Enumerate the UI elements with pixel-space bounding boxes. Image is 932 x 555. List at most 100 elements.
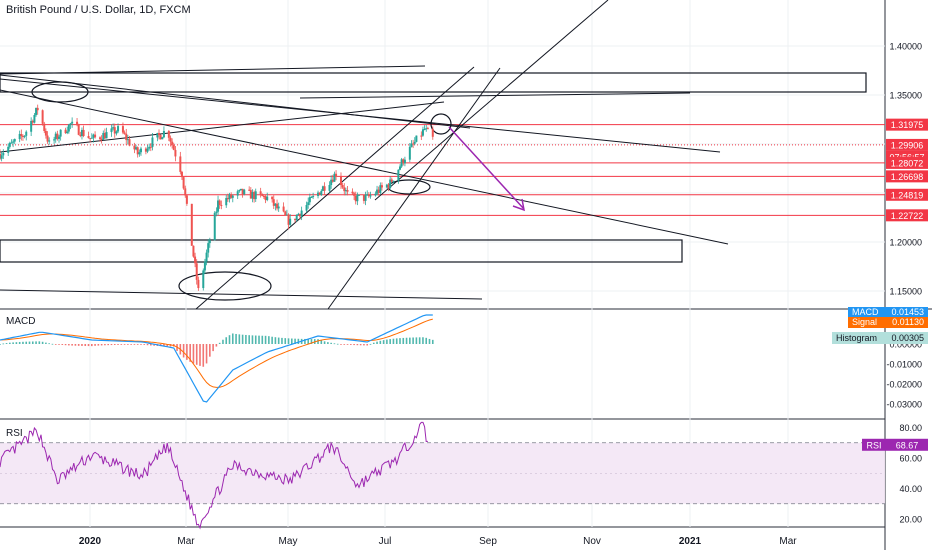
trend-line[interactable] bbox=[299, 92, 691, 99]
time-axis-label: Nov bbox=[583, 536, 601, 547]
time-axis-label: Jul bbox=[379, 536, 392, 547]
candle-up bbox=[308, 197, 311, 203]
candle-up bbox=[297, 213, 300, 215]
price-axis-label: 1.35000 bbox=[889, 91, 922, 101]
macd-badge bbox=[848, 307, 928, 318]
candle-up bbox=[53, 139, 56, 141]
macd-histogram-bar bbox=[54, 344, 57, 345]
candle-up bbox=[274, 203, 277, 206]
trend-line[interactable] bbox=[327, 67, 501, 310]
trend-line[interactable] bbox=[0, 101, 445, 153]
macd-histogram-bar bbox=[359, 344, 362, 346]
macd-histogram-bar bbox=[245, 334, 247, 344]
candle-down bbox=[125, 133, 128, 141]
time-axis-label: 2021 bbox=[679, 536, 702, 547]
macd-histogram-bar bbox=[415, 337, 418, 344]
trend-line[interactable] bbox=[0, 289, 483, 300]
candle-down bbox=[299, 213, 301, 217]
price-axis-label: 1.20000 bbox=[889, 238, 922, 248]
candle-down bbox=[182, 177, 185, 189]
candle-down bbox=[230, 194, 233, 198]
macd-histogram-bar bbox=[22, 341, 24, 344]
macd-histogram-bar bbox=[130, 344, 132, 345]
candle-up bbox=[285, 214, 288, 216]
signal-badge bbox=[848, 317, 928, 328]
candle-up bbox=[254, 191, 257, 200]
macd-line bbox=[0, 314, 433, 403]
macd-histogram-bar bbox=[372, 342, 375, 344]
candle-up bbox=[33, 115, 36, 123]
circle-marker[interactable] bbox=[430, 113, 452, 135]
candle-up bbox=[66, 131, 69, 134]
ellipse-marker[interactable] bbox=[31, 81, 89, 103]
macd-histogram-bar bbox=[366, 344, 369, 346]
candle-up bbox=[110, 128, 113, 133]
macd-histogram-bar bbox=[163, 344, 165, 347]
candle-up bbox=[425, 128, 428, 130]
macd-axis-label: -0.01000 bbox=[886, 360, 922, 370]
macd-histogram-bar bbox=[218, 342, 221, 344]
resistance-zone[interactable] bbox=[0, 72, 867, 93]
candle-down bbox=[294, 218, 297, 221]
candle-down bbox=[144, 148, 147, 152]
macd-histogram-bar bbox=[189, 344, 191, 362]
projection-arrow[interactable] bbox=[448, 126, 525, 210]
candle-down bbox=[77, 124, 80, 135]
candle-down bbox=[287, 214, 290, 225]
macd-histogram-bar bbox=[195, 344, 198, 365]
candle-up bbox=[225, 197, 228, 206]
price-badge bbox=[886, 156, 928, 169]
ellipse-marker[interactable] bbox=[387, 179, 431, 195]
macd-histogram-bar bbox=[45, 342, 47, 344]
candle-up bbox=[13, 139, 16, 142]
macd-histogram-bar bbox=[81, 344, 83, 346]
macd-histogram-bar bbox=[222, 339, 224, 344]
price-badge bbox=[886, 118, 928, 131]
macd-histogram-bar bbox=[382, 340, 385, 344]
candle-up bbox=[105, 132, 108, 139]
candle-down bbox=[31, 120, 34, 123]
candle-down bbox=[380, 185, 383, 188]
candle-down bbox=[179, 156, 182, 172]
candle-down bbox=[264, 196, 267, 201]
macd-histogram-bar bbox=[94, 344, 96, 346]
candle-down bbox=[56, 133, 59, 139]
candle-down bbox=[89, 138, 92, 140]
time-axis-label: Mar bbox=[779, 536, 797, 547]
candle-up bbox=[18, 133, 21, 140]
support-zone[interactable] bbox=[0, 239, 683, 263]
chart-title: British Pound / U.S. Dollar, 1D, FXCM bbox=[6, 4, 191, 16]
macd-histogram-bar bbox=[405, 337, 408, 344]
candle-up bbox=[203, 261, 206, 271]
rsi-line bbox=[0, 421, 428, 530]
candle-up bbox=[8, 142, 11, 147]
macd-histogram-bar bbox=[199, 344, 201, 366]
candle-up bbox=[231, 195, 234, 198]
macd-histogram-bar bbox=[425, 337, 428, 344]
projection-arrowhead[interactable] bbox=[512, 198, 525, 212]
histogram-badge-name: Histogram bbox=[836, 333, 877, 343]
macd-histogram-bar bbox=[225, 337, 228, 344]
macd-histogram-bar bbox=[192, 344, 195, 364]
macd-histogram-bar bbox=[274, 337, 277, 344]
rsi-badge-name: RSI bbox=[866, 440, 881, 450]
ellipse-marker[interactable] bbox=[178, 271, 272, 301]
trend-line[interactable] bbox=[0, 89, 729, 245]
macd-histogram-bar bbox=[28, 341, 31, 344]
candle-up bbox=[239, 188, 242, 191]
candle-down bbox=[412, 143, 415, 145]
trend-line[interactable] bbox=[374, 0, 609, 201]
candle-up bbox=[392, 180, 395, 182]
macd-histogram-bar bbox=[238, 334, 241, 344]
trend-line[interactable] bbox=[195, 66, 475, 310]
drawing-tools[interactable] bbox=[0, 0, 885, 310]
candle-up bbox=[310, 196, 313, 198]
candle-up bbox=[215, 211, 218, 213]
candle-down bbox=[0, 153, 1, 159]
macd-axis-label: -0.03000 bbox=[886, 400, 922, 410]
time-axis-label: May bbox=[279, 536, 298, 547]
candle-up bbox=[277, 206, 280, 209]
macd-histogram-bar bbox=[327, 342, 329, 344]
candle-up bbox=[69, 123, 72, 125]
